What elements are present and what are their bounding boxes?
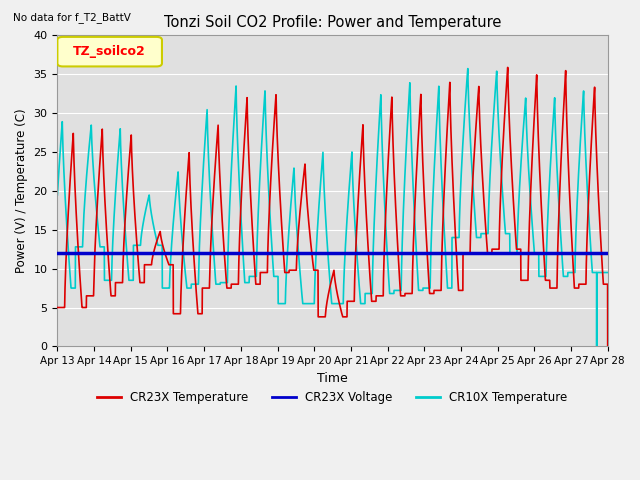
FancyBboxPatch shape xyxy=(58,37,162,66)
Legend: CR23X Temperature, CR23X Voltage, CR10X Temperature: CR23X Temperature, CR23X Voltage, CR10X … xyxy=(93,386,572,409)
Y-axis label: Power (V) / Temperature (C): Power (V) / Temperature (C) xyxy=(15,108,28,273)
Title: Tonzi Soil CO2 Profile: Power and Temperature: Tonzi Soil CO2 Profile: Power and Temper… xyxy=(164,15,501,30)
Text: No data for f_T2_BattV: No data for f_T2_BattV xyxy=(13,12,131,23)
Text: TZ_soilco2: TZ_soilco2 xyxy=(74,45,146,58)
X-axis label: Time: Time xyxy=(317,372,348,384)
